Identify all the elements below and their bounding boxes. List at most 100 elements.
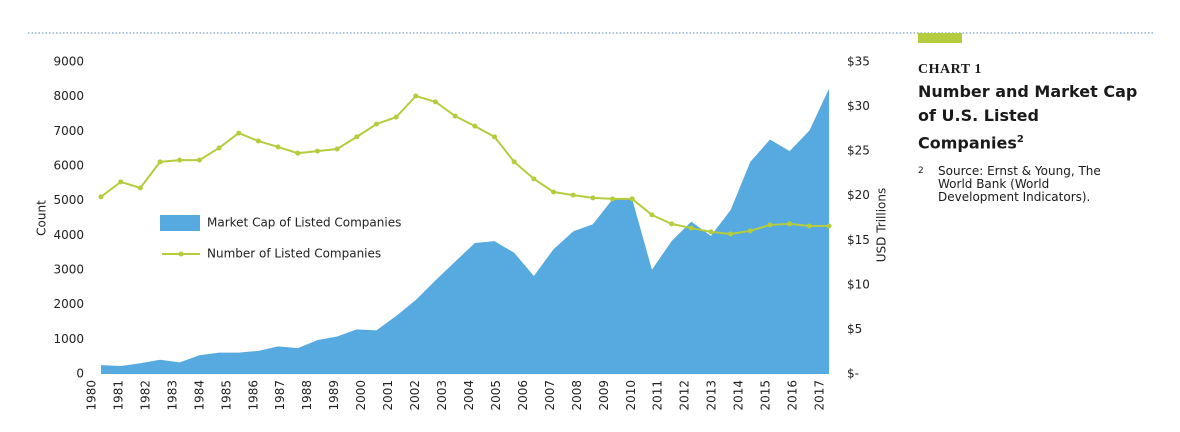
line-marker [98,194,104,200]
area [101,88,829,374]
line-marker [590,195,596,201]
x-tick-label: 2009 [597,380,611,411]
x-tick-label: 2004 [462,380,476,411]
legend-label: Number of Listed Companies [207,247,381,261]
x-tick-label: 2010 [624,380,638,411]
legend-swatch [160,215,200,231]
x-tick-label: 1986 [246,380,260,411]
line-marker [826,223,832,229]
legend-marker [178,251,184,257]
line-marker [452,113,458,119]
sidebar: CHART 1 Number and Market Cap of U.S. Li… [918,62,1158,204]
line-marker [177,157,183,163]
legend-label: Market Cap of Listed Companies [207,216,401,230]
line-marker [767,222,773,228]
x-tick-label: 2012 [678,380,692,411]
line-marker [118,179,124,185]
x-tick-label: 1980 [85,380,99,411]
x-tick-label: 1983 [165,380,179,411]
y-tick-label: 4000 [53,228,84,242]
x-tick-label: 2008 [570,380,584,411]
line-marker [472,123,478,129]
x-tick-label: 2007 [543,380,557,411]
line-marker [413,93,419,99]
x-tick-label: 1982 [138,380,152,411]
y2-tick-label: $5 [847,322,862,336]
line-marker [629,196,635,202]
x-tick-label: 2016 [786,380,800,411]
line-marker [432,99,438,105]
line-marker [688,225,694,231]
line-marker [669,221,675,227]
line-marker [236,130,242,136]
line-marker [728,231,734,237]
line-marker [806,223,812,229]
y2-tick-label: $35 [847,55,870,69]
line-marker [255,138,261,144]
y-axis-label: Count [35,200,49,236]
y-tick-label: 0 [76,367,84,381]
accent-bar [918,33,962,43]
line-marker [373,121,379,127]
x-tick-label: 2001 [381,380,395,411]
y2-axis-label: USD Trillions [875,188,889,263]
x-tick-label: 2014 [732,380,746,411]
x-tick-label: 2006 [516,380,530,411]
y-tick-label: 6000 [53,159,84,173]
line-marker [295,150,301,156]
line-marker [334,146,340,152]
line-marker [354,134,360,140]
line-marker [649,212,655,218]
line-marker [393,114,399,120]
line-marker [216,145,222,151]
y2-tick-label: $10 [847,277,870,291]
line-marker [275,144,281,150]
y2-tick-label: $20 [847,188,870,202]
chart-title: Number and Market Cap of U.S. Listed Com… [918,80,1148,155]
y2-tick-label: $25 [847,144,870,158]
line-marker [570,192,576,198]
line-marker [137,185,143,191]
y-tick-label: 7000 [53,124,84,138]
x-tick-label: 2011 [651,380,665,411]
y2-tick-label: $15 [847,233,870,247]
note-text: Source: Ernst & Young, The World Bank (W… [938,164,1101,205]
line-marker [531,176,537,182]
x-tick-label: 1988 [300,380,314,411]
line-marker [314,148,320,154]
chart-label: CHART 1 [918,62,982,77]
line [100,94,829,235]
y-tick-label: 9000 [53,55,84,69]
x-tick-label: 2017 [813,380,827,411]
line-marker [492,134,498,140]
x-tick-label: 1987 [273,380,287,411]
x-tick-label: 2015 [759,380,773,411]
x-tick-label: 1989 [327,380,341,411]
title-note-marker: 2 [1016,134,1024,145]
x-tick-label: 2003 [435,380,449,411]
y-tick-label: 2000 [53,297,84,311]
y-tick-label: 5000 [53,193,84,207]
line-marker [511,159,517,165]
note-marker: 2 [918,166,924,177]
x-tick-label: 1985 [219,380,233,411]
line-marker [157,159,163,165]
x-tick-label: 2002 [408,380,422,411]
x-tick-label: 2013 [705,380,719,411]
x-tick-label: 1984 [192,380,206,411]
y-tick-label: 8000 [53,89,84,103]
x-tick-label: 2000 [354,380,368,411]
line-marker [551,189,557,195]
y-tick-label: 1000 [53,332,84,346]
line-marker [708,229,714,235]
y2-tick-label: $- [847,367,859,381]
line-marker [747,228,753,234]
line-marker [610,196,616,202]
x-tick-label: 2005 [489,380,503,411]
title-text: Number and Market Cap of U.S. Listed Com… [918,82,1138,153]
footnote: 2 Source: Ernst & Young, The World Bank (… [918,165,1158,204]
y-tick-label: 3000 [53,263,84,277]
x-tick-label: 1981 [111,380,125,411]
